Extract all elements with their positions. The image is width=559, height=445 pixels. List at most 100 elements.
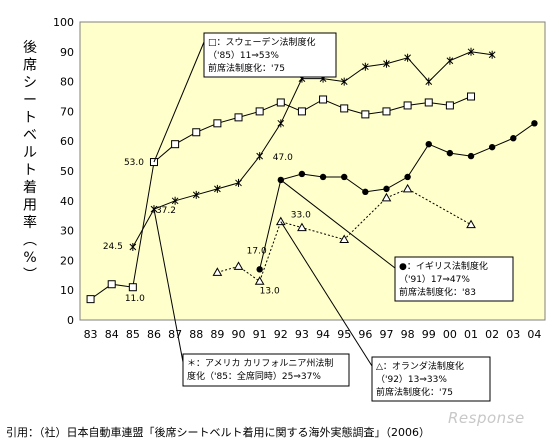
marker-california bbox=[361, 62, 369, 71]
marker-uk bbox=[510, 135, 517, 142]
x-tick-label: 87 bbox=[168, 328, 182, 341]
marker-california bbox=[425, 77, 433, 86]
callout-text-sweden: □：スウェーデン法制度化 bbox=[208, 36, 316, 48]
y-tick-label: 50 bbox=[60, 165, 74, 178]
marker-netherlands bbox=[339, 234, 350, 244]
marker-netherlands bbox=[297, 222, 307, 232]
marker-sweden bbox=[107, 280, 116, 289]
y-axis-label-char: ル bbox=[23, 145, 37, 161]
marker-uk bbox=[404, 173, 411, 181]
x-tick-label: 89 bbox=[210, 328, 224, 341]
y-tick-label: 70 bbox=[60, 105, 74, 118]
callout-box-california bbox=[182, 353, 350, 387]
x-tick-label: 85 bbox=[126, 328, 140, 341]
marker-uk bbox=[362, 188, 369, 196]
x-tick-label: 83 bbox=[84, 328, 98, 341]
callout-text-sweden: （'85）11⇒53% bbox=[208, 50, 279, 61]
x-tick-label: 94 bbox=[316, 328, 330, 341]
y-axis-label-char: シ bbox=[23, 75, 37, 91]
y-axis-label-char: 用 bbox=[23, 198, 37, 214]
marker-netherlands bbox=[275, 216, 286, 226]
y-axis-label-char: ︶ bbox=[23, 268, 37, 284]
marker-sweden bbox=[319, 95, 328, 104]
marker-california bbox=[129, 242, 137, 251]
marker-sweden bbox=[382, 107, 391, 116]
callout-text-netherlands: △：オランダ法制度化 bbox=[376, 360, 464, 372]
callout-text-uk: 前席法制度化：'83 bbox=[399, 286, 476, 298]
marker-california bbox=[467, 47, 475, 56]
x-axis: 83 84 85 86 87 88 89 90 91 92 93 94 95 96 97 98 99 00 01 02… bbox=[84, 328, 542, 341]
marker-california bbox=[488, 50, 496, 59]
callout-leader-netherlands bbox=[280, 221, 373, 367]
y-axis-label-char: 席 bbox=[23, 58, 37, 74]
marker-sweden bbox=[403, 101, 412, 110]
y-tick-label: 90 bbox=[60, 46, 74, 59]
x-tick-label: 99 bbox=[422, 328, 436, 341]
marker-uk bbox=[256, 266, 263, 273]
y-tick-label: 20 bbox=[60, 254, 74, 267]
callout-text-netherlands: 前席法制度化：'75 bbox=[376, 386, 453, 398]
y-axis-label-char: 率 bbox=[23, 214, 37, 231]
y-tick-label: 0 bbox=[67, 314, 74, 327]
callout-text-sweden: 前席法制度化：'75 bbox=[208, 62, 285, 74]
x-tick-label: 97 bbox=[379, 328, 393, 341]
y-tick-label: 40 bbox=[60, 195, 74, 208]
x-tick-label: 02 bbox=[485, 328, 499, 341]
marker-uk bbox=[446, 149, 454, 157]
callout-leader-sweden bbox=[153, 41, 205, 163]
y-axis-label-char: 後 bbox=[23, 40, 37, 56]
marker-uk bbox=[383, 185, 390, 193]
marker-uk bbox=[319, 173, 327, 181]
x-tick-label: 96 bbox=[358, 328, 372, 341]
callout-box-sweden bbox=[203, 32, 337, 78]
marker-california bbox=[256, 152, 264, 161]
x-tick-label: 88 bbox=[189, 328, 203, 341]
x-tick-label: 01 bbox=[464, 328, 478, 341]
marker-sweden bbox=[128, 283, 137, 292]
callout-box-netherlands bbox=[371, 356, 491, 402]
y-axis-label-char: % bbox=[23, 250, 36, 266]
y-axis: 0 10 20 30 40 50 60 70 80 90 100 bbox=[53, 16, 74, 327]
data-label: 13.0 bbox=[260, 286, 280, 296]
x-tick-label: 00 bbox=[443, 328, 457, 341]
marker-california bbox=[214, 184, 221, 193]
annotations: □：スウェーデン法制度化（'85）11⇒53%前席法制度化：'75●：イギリス法… bbox=[153, 32, 514, 402]
data-label: 53.0 bbox=[124, 158, 144, 168]
marker-california bbox=[446, 56, 454, 65]
marker-sweden bbox=[86, 295, 95, 304]
marker-california bbox=[171, 196, 179, 205]
x-tick-label: 84 bbox=[105, 328, 119, 341]
y-axis-label-char: ︵ bbox=[23, 233, 37, 249]
marker-netherlands bbox=[381, 192, 392, 202]
watermark-logo: Response bbox=[448, 409, 525, 427]
callout-text-netherlands: （'92）13⇒33% bbox=[376, 374, 447, 385]
marker-sweden bbox=[424, 98, 433, 107]
marker-california bbox=[383, 59, 390, 68]
marker-sweden bbox=[192, 128, 201, 137]
y-tick-label: 30 bbox=[60, 225, 74, 238]
marker-california bbox=[235, 178, 242, 187]
marker-netherlands bbox=[402, 183, 413, 193]
marker-netherlands bbox=[466, 219, 476, 229]
marker-uk bbox=[341, 173, 348, 181]
marker-sweden bbox=[467, 92, 476, 101]
marker-uk bbox=[531, 120, 538, 127]
marker-netherlands bbox=[254, 276, 265, 285]
x-tick-label: 93 bbox=[295, 328, 309, 341]
callout-text-california: ＊：アメリカ カリフォルニア州法制 bbox=[187, 357, 333, 369]
marker-california bbox=[340, 77, 348, 86]
marker-sweden bbox=[340, 104, 349, 113]
y-tick-label: 80 bbox=[60, 76, 74, 89]
marker-sweden bbox=[171, 140, 180, 149]
callout-leader-california bbox=[153, 209, 184, 363]
marker-sweden bbox=[361, 110, 370, 119]
marker-netherlands bbox=[233, 261, 244, 270]
y-axis-label-char: 着 bbox=[23, 180, 37, 196]
marker-uk bbox=[467, 152, 475, 160]
marker-california bbox=[404, 53, 411, 62]
marker-sweden bbox=[234, 113, 243, 122]
series-line-uk bbox=[259, 122, 535, 270]
marker-california bbox=[192, 190, 200, 199]
y-axis-label-char: ト bbox=[23, 163, 37, 179]
x-tick-label: 98 bbox=[401, 328, 415, 341]
